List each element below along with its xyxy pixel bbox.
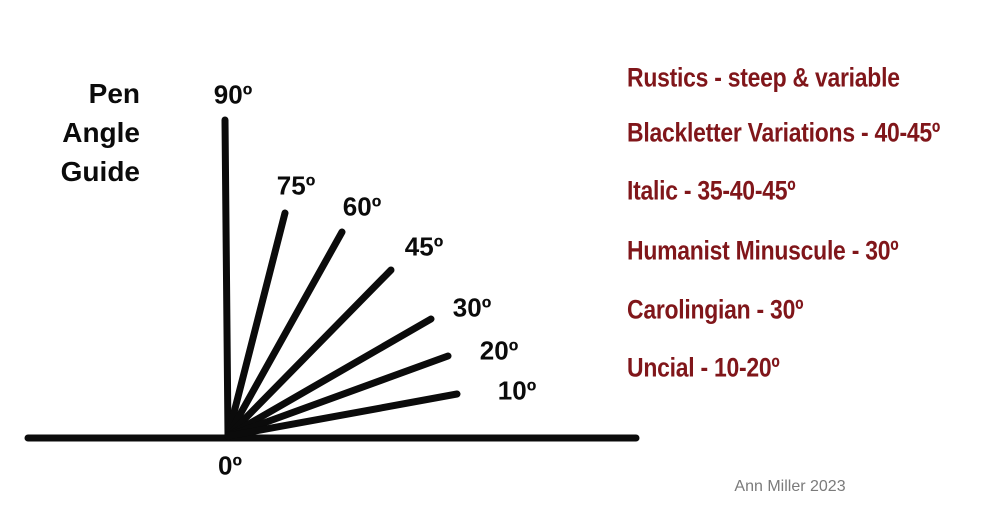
title-line-3: Guide: [60, 156, 140, 187]
legend-item-italic: Italic - 35-40-45º: [627, 175, 796, 206]
angle-label-75: 75º: [276, 170, 316, 201]
legend-item-humanist: Humanist Minuscule - 30º: [627, 235, 899, 266]
title-line-1: Pen: [88, 78, 140, 109]
angle-ray-20: [224, 352, 452, 440]
angle-label-90: 90º: [213, 79, 253, 110]
legend-item-blackletter: Blackletter Variations - 40-45º: [627, 117, 941, 148]
legend-item-rustics: Rustics - steep & variable: [627, 62, 900, 93]
angle-ray-45: [224, 266, 395, 440]
angle-ray-10: [224, 390, 461, 440]
angle-ray-90: [221, 116, 232, 440]
angle-label-0: 0º: [218, 450, 242, 481]
angle-label-45: 45º: [404, 231, 444, 262]
angle-ray-75: [224, 209, 289, 440]
credit-text: Ann Miller 2023: [734, 478, 846, 495]
legend-item-uncial: Uncial - 10-20º: [627, 352, 780, 383]
angle-label-60: 60º: [342, 191, 382, 222]
legend-item-carolingian: Carolingian - 30º: [627, 294, 804, 325]
angle-label-10: 10º: [497, 375, 537, 406]
angle-ray-30: [224, 315, 435, 440]
angle-ray-60: [224, 228, 346, 440]
page-title: Pen Angle Guide: [20, 74, 140, 191]
angle-label-30: 30º: [452, 292, 492, 323]
angle-label-20: 20º: [479, 335, 519, 366]
title-line-2: Angle: [62, 117, 140, 148]
